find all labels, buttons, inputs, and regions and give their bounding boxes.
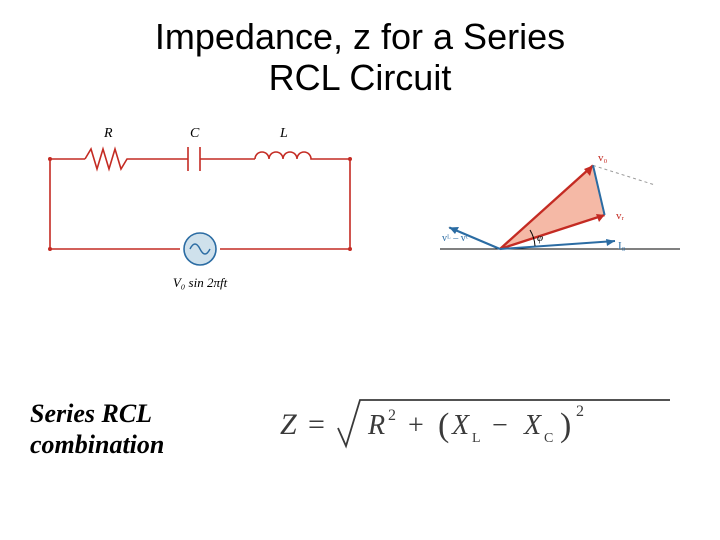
- phasor-diagram: vᵣ v₀ I₀ vᴸ – vᶜ φ: [440, 129, 680, 289]
- formula-XC: X: [523, 410, 542, 441]
- impedance-formula: Z = R 2 + ( X L − X C ) 2: [280, 382, 680, 470]
- formula-XL: X: [451, 410, 470, 441]
- formula-paren-exp: 2: [576, 403, 584, 420]
- formula-row: Series RCL combination Z = R 2 + ( X L −…: [0, 370, 720, 470]
- label-C: C: [190, 126, 200, 141]
- label-vLC: vᴸ – vᶜ: [442, 233, 469, 244]
- svg-text:+: +: [408, 410, 424, 441]
- series-label-line1: Series RCL: [30, 399, 152, 428]
- title-line-1: Impedance, z for a Series: [155, 16, 565, 57]
- label-source: V₀ sin 2πft: [173, 275, 228, 290]
- formula-XL-sub: L: [472, 431, 481, 446]
- label-I0: I₀: [618, 240, 626, 252]
- formula-Z: Z: [280, 408, 297, 441]
- svg-text:): ): [560, 407, 571, 444]
- slide-title: Impedance, z for a Series RCL Circuit: [0, 0, 720, 99]
- label-phi: φ: [537, 232, 543, 244]
- figures-row: R C L V₀ sin 2πft vᵣ v₀ I₀ vᴸ – vᶜ φ: [0, 119, 720, 319]
- circuit-diagram: R C L V₀ sin 2πft: [30, 119, 370, 299]
- label-R: R: [103, 126, 113, 141]
- series-label-line2: combination: [30, 430, 164, 459]
- label-vR: vᵣ: [616, 210, 625, 222]
- series-combination-label: Series RCL combination: [30, 398, 164, 460]
- formula-eq: =: [308, 408, 325, 441]
- formula-R-exp: 2: [388, 407, 396, 424]
- label-v0: v₀: [598, 152, 608, 164]
- svg-text:−: −: [492, 410, 508, 441]
- formula-XC-sub: C: [544, 431, 553, 446]
- title-line-2: RCL Circuit: [269, 57, 452, 98]
- label-L: L: [279, 126, 288, 141]
- svg-text:(: (: [438, 407, 449, 444]
- formula-R: R: [367, 410, 385, 441]
